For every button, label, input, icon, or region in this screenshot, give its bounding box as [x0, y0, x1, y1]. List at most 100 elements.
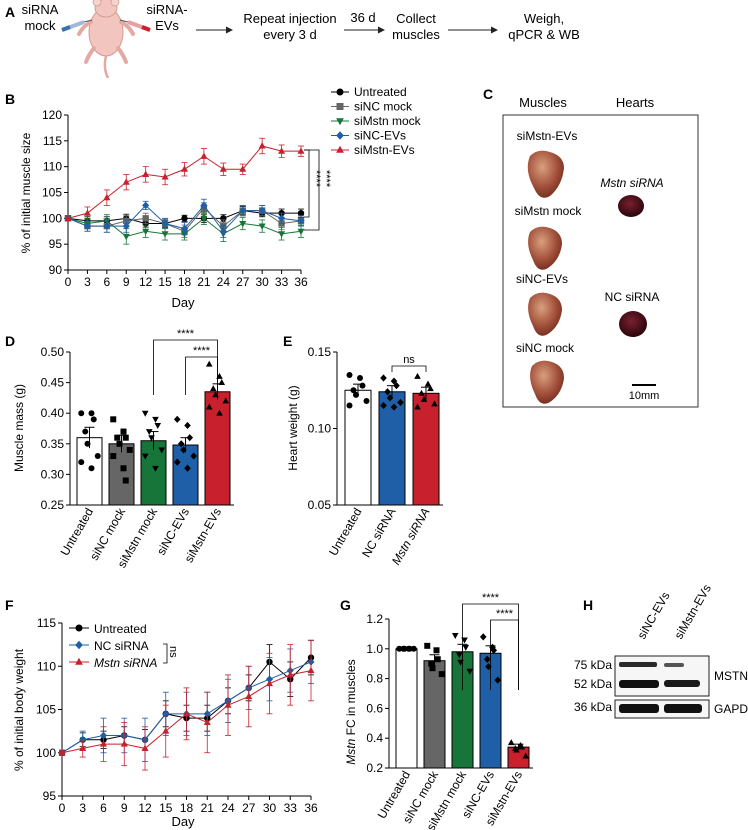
B-x-tick-label: 24	[217, 275, 231, 289]
B-point-sinc_evs	[122, 222, 130, 230]
E-y-tick-label: 0.05	[308, 498, 332, 512]
B-y-tick-label: 120	[42, 108, 62, 122]
F-point-simstn_evs	[286, 671, 294, 678]
B-point-simstn_evs	[297, 147, 305, 154]
D-datapoint-untreated	[90, 416, 97, 423]
panel-b-xlabel: Day	[171, 295, 195, 310]
F-point-simstn_evs	[245, 692, 253, 700]
heart-photo-2	[619, 311, 647, 337]
D-datapoint-simstn_mock	[158, 447, 166, 454]
G-datapoint-sinc_mock	[428, 660, 435, 667]
E-datapoint-untreated	[346, 402, 353, 409]
F-x-tick-label: 36	[304, 801, 318, 815]
B-y-tick-label: 100	[42, 211, 62, 225]
E-datapoint-simstn_evs	[418, 389, 425, 396]
F-x-tick-label: 15	[159, 801, 173, 815]
legend-marker-untreated	[336, 88, 344, 96]
F-point-simstn_evs	[79, 744, 87, 751]
legend-label-sinc_mock: siNC mock	[354, 100, 413, 114]
F-point-simstn_evs	[182, 709, 191, 717]
E-y-tick-label: 0.15	[308, 345, 332, 359]
B-point-simstn_mock	[239, 220, 247, 228]
E-datapoint-sinc_evs	[390, 377, 398, 385]
panel-b-ylabel: % of initial muscle size	[19, 132, 33, 253]
B-point-simstn_mock	[161, 231, 169, 238]
B-y-tick-label: 115	[43, 134, 62, 148]
G-datapoint-untreated	[401, 645, 408, 652]
muscle-label-3: siNC-EVs	[516, 272, 568, 286]
G-sig-bracket	[490, 619, 519, 690]
syringe-icon	[61, 19, 93, 32]
E-datapoint-untreated	[357, 375, 363, 382]
panel-f-ylabel: % of initial body weight	[12, 648, 26, 771]
E-bar-simstn_evs	[412, 392, 440, 506]
F-x-tick-label: 9	[121, 801, 128, 815]
scale-bar-label: 10mm	[629, 390, 660, 402]
B-x-tick-label: 9	[123, 275, 130, 289]
panel-d-label: D	[5, 333, 15, 349]
legend-label-sinc_evs: NC siRNA	[94, 639, 149, 653]
D-datapoint-simstn_mock	[154, 423, 162, 430]
G-y-tick-label: 0.8	[366, 672, 383, 686]
B-point-simstn_evs	[142, 170, 150, 177]
B-y-tick-label: 90	[49, 263, 63, 277]
B-y-tick-label: 110	[43, 160, 62, 174]
col-muscles-label: Muscles	[519, 95, 567, 110]
panel-e: E Heart weight (g) 0.05 0.10 0.15 Untreated…	[283, 333, 443, 567]
D-datapoint-simstn_evs	[209, 385, 217, 392]
B-point-sinc_evs	[161, 219, 169, 228]
B-point-simstn_evs	[278, 147, 286, 154]
B-point-simstn_evs	[122, 178, 130, 185]
legend-marker-sinc_evs	[336, 131, 344, 140]
panel-g-ylabel: Mstn FC in muscles	[344, 659, 358, 764]
B-point-sinc_mock	[142, 215, 149, 222]
F-x-tick-label: 18	[180, 801, 194, 815]
B-point-sinc_evs	[142, 201, 150, 210]
sirna-evs-line2: EVs	[155, 18, 179, 33]
repeat-line2: every 3 d	[263, 27, 316, 42]
F-x-tick-label: 6	[100, 801, 107, 815]
D-datapoint-sinc_mock	[122, 434, 129, 441]
photo-frame	[502, 114, 699, 408]
F-y-tick-label: 95	[43, 789, 57, 803]
B-sig-label: ****	[320, 170, 332, 188]
F-x-tick-label: 21	[201, 801, 215, 815]
G-datapoint-simstn_evs	[518, 743, 526, 750]
panel-e-label: E	[283, 333, 292, 349]
D-datapoint-sinc_evs	[180, 446, 187, 454]
G-datapoint-sinc_mock	[434, 656, 441, 663]
E-datapoint-simstn_evs	[424, 380, 432, 387]
G-sig-label: ****	[482, 592, 500, 604]
panel-d-ylabel: Muscle mass (g)	[12, 384, 26, 472]
B-point-simstn_evs	[180, 165, 189, 172]
legend-label-untreated: Untreated	[94, 622, 147, 636]
final-line1: Weigh,	[524, 11, 564, 26]
D-datapoint-sinc_evs	[186, 434, 194, 442]
B-point-sinc_evs	[239, 206, 247, 215]
B-y-tick-label: 105	[42, 186, 62, 200]
F-x-tick-label: 30	[263, 801, 277, 815]
G-y-tick-label: 1.0	[366, 642, 383, 656]
heart-label-2: NC siRNA	[605, 290, 660, 304]
E-datapoint-untreated	[363, 397, 370, 404]
band-mstn-75-lane2	[664, 663, 684, 667]
lane-label-2: siMstn-EVs	[671, 582, 713, 642]
E-datapoint-sinc_evs	[386, 394, 394, 402]
D-datapoint-simstn_mock	[148, 435, 155, 442]
B-point-untreated	[297, 209, 305, 217]
B-x-tick-label: 0	[65, 275, 72, 289]
muscle-photo-1	[527, 150, 564, 198]
D-sig-label: ****	[177, 328, 195, 340]
F-x-tick-label: 0	[59, 801, 66, 815]
D-datapoint-sinc_mock	[126, 446, 133, 453]
D-datapoint-sinc_evs	[184, 421, 191, 430]
G-y-tick-label: 1.2	[366, 612, 383, 626]
E-datapoint-untreated	[350, 387, 357, 394]
E-y-tick-label: 0.10	[308, 422, 332, 436]
B-point-simstn_evs	[239, 165, 247, 172]
D-datapoint-untreated	[84, 440, 91, 447]
B-sig-bracket	[304, 149, 320, 231]
B-point-simstn_mock	[142, 228, 150, 236]
G-datapoint-simstn_evs	[513, 746, 520, 753]
